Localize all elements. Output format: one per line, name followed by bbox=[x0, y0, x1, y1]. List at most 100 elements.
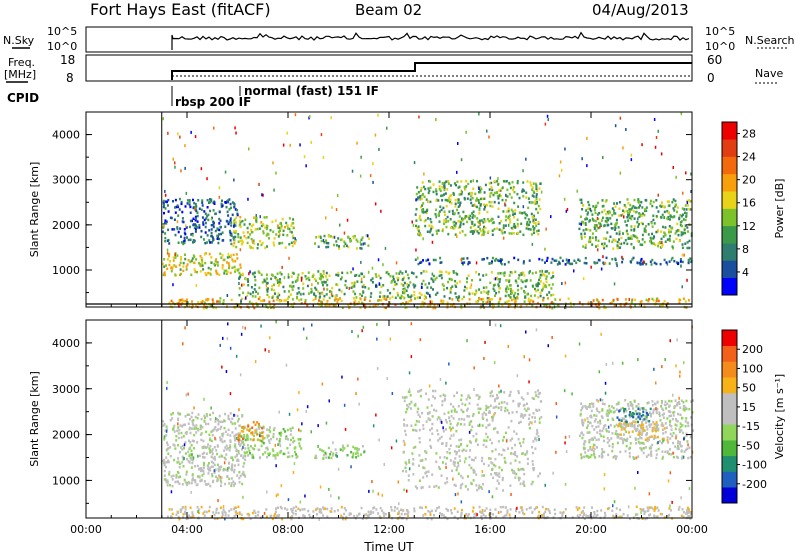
data-pixel bbox=[629, 442, 632, 445]
data-pixel bbox=[216, 227, 219, 230]
data-pixel bbox=[654, 505, 657, 509]
data-pixel bbox=[455, 296, 458, 299]
data-pixel bbox=[516, 179, 519, 183]
data-pixel bbox=[192, 478, 195, 482]
data-pixel bbox=[481, 487, 484, 490]
data-pixel bbox=[521, 413, 524, 417]
data-pixel bbox=[251, 447, 254, 450]
data-pixel bbox=[188, 305, 191, 308]
colorbar-frame bbox=[721, 121, 738, 296]
y-tick-label: 1000 bbox=[52, 264, 80, 277]
data-pixel bbox=[295, 505, 298, 509]
data-pixel bbox=[453, 507, 456, 510]
data-pixel bbox=[504, 202, 506, 206]
data-pixel bbox=[330, 116, 332, 120]
data-pixel bbox=[461, 261, 464, 265]
data-pixel bbox=[631, 214, 634, 218]
data-pixel bbox=[342, 517, 344, 521]
data-pixel bbox=[613, 304, 616, 307]
data-pixel bbox=[201, 216, 204, 219]
data-pixel bbox=[167, 198, 170, 202]
data-pixel bbox=[288, 217, 291, 220]
data-pixel bbox=[515, 432, 518, 436]
data-pixel bbox=[221, 513, 224, 516]
data-pixel bbox=[670, 230, 672, 233]
data-pixel bbox=[163, 265, 166, 268]
data-pixel bbox=[430, 286, 433, 289]
data-pixel bbox=[287, 295, 290, 299]
data-pixel bbox=[274, 454, 277, 457]
data-pixel bbox=[212, 209, 215, 212]
data-pixel bbox=[587, 200, 590, 204]
data-pixel bbox=[266, 245, 268, 248]
data-pixel bbox=[526, 221, 529, 224]
data-pixel bbox=[402, 284, 405, 287]
data-pixel bbox=[377, 258, 380, 262]
data-pixel bbox=[324, 453, 327, 456]
data-pixel bbox=[208, 469, 210, 472]
data-pixel bbox=[250, 228, 253, 232]
data-pixel bbox=[189, 205, 192, 209]
data-pixel bbox=[610, 227, 613, 230]
data-pixel bbox=[211, 452, 214, 456]
data-pixel bbox=[273, 289, 276, 292]
data-pixel bbox=[489, 176, 492, 180]
data-pixel bbox=[210, 430, 213, 434]
data-pixel bbox=[584, 256, 587, 260]
data-pixel bbox=[486, 300, 489, 303]
data-pixel bbox=[240, 435, 243, 438]
data-pixel bbox=[538, 514, 541, 518]
data-pixel bbox=[664, 403, 667, 407]
data-pixel bbox=[637, 217, 639, 221]
data-pixel bbox=[660, 423, 663, 427]
data-pixel bbox=[510, 292, 513, 295]
data-pixel bbox=[382, 511, 385, 515]
data-pixel bbox=[504, 218, 507, 222]
data-pixel bbox=[398, 272, 401, 275]
data-pixel bbox=[466, 277, 469, 280]
data-pixel bbox=[618, 232, 621, 236]
data-pixel bbox=[652, 242, 655, 245]
data-pixel bbox=[474, 440, 477, 443]
data-pixel bbox=[689, 208, 692, 211]
data-pixel bbox=[616, 433, 619, 436]
data-pixel bbox=[201, 474, 204, 477]
data-pixel bbox=[298, 437, 301, 441]
data-pixel bbox=[512, 471, 515, 474]
data-pixel bbox=[427, 417, 430, 420]
data-pixel bbox=[649, 452, 652, 455]
data-pixel bbox=[325, 293, 328, 296]
colorbar-segment bbox=[722, 225, 737, 244]
data-pixel bbox=[412, 458, 415, 461]
data-pixel bbox=[477, 221, 480, 224]
data-pixel bbox=[497, 272, 500, 275]
data-pixel bbox=[235, 510, 238, 513]
data-pixel bbox=[489, 517, 492, 520]
data-pixel bbox=[532, 195, 535, 198]
data-pixel bbox=[523, 484, 526, 487]
data-pixel bbox=[615, 262, 618, 265]
data-pixel bbox=[368, 237, 371, 240]
data-pixel bbox=[199, 264, 202, 268]
data-pixel bbox=[239, 236, 242, 239]
data-pixel bbox=[352, 290, 355, 293]
data-pixel bbox=[489, 195, 492, 198]
data-pixel bbox=[537, 211, 539, 214]
data-pixel bbox=[531, 451, 534, 455]
data-pixel bbox=[355, 452, 357, 455]
data-pixel bbox=[543, 512, 545, 516]
data-pixel bbox=[471, 191, 473, 195]
data-pixel bbox=[173, 424, 176, 428]
data-pixel bbox=[668, 231, 670, 234]
data-pixel bbox=[454, 284, 457, 287]
data-pixel bbox=[469, 226, 472, 229]
data-pixel bbox=[482, 513, 485, 517]
data-pixel bbox=[434, 509, 437, 512]
data-pixel bbox=[545, 259, 548, 262]
data-pixel bbox=[586, 516, 589, 519]
data-pixel bbox=[625, 409, 628, 413]
data-pixel bbox=[494, 398, 496, 401]
data-pixel bbox=[162, 459, 164, 463]
data-pixel bbox=[581, 407, 584, 410]
data-pixel bbox=[503, 263, 506, 266]
